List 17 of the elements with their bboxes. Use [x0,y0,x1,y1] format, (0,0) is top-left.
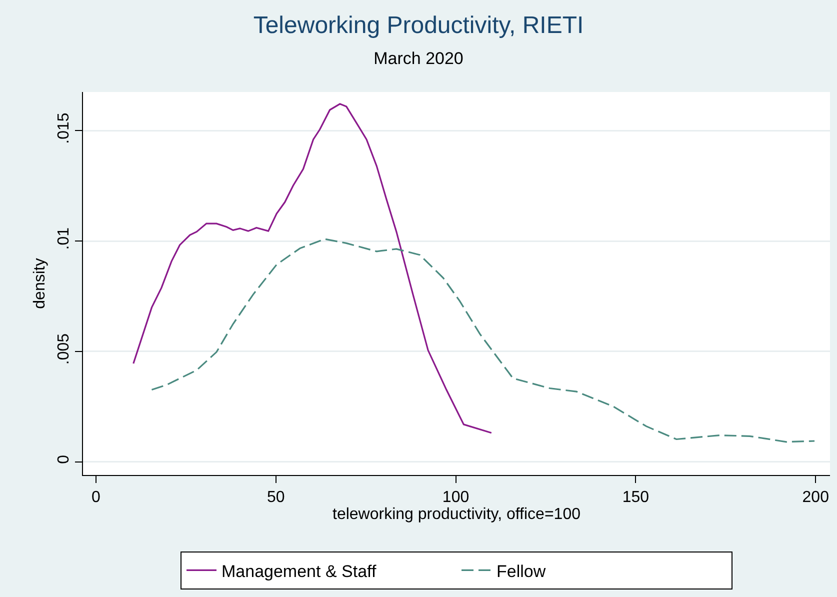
chart-title: Teleworking Productivity, RIETI [253,12,584,39]
y-tick-label: 0 [56,454,73,464]
x-tick-label: 0 [91,489,100,506]
y-tick-label: .01 [56,227,73,250]
x-tick-label: 150 [622,489,650,506]
y-tick-label: .015 [56,112,73,144]
line-series [150,238,816,443]
x-tick-label: 100 [442,489,470,506]
x-tick-label: 50 [266,489,285,506]
chart-subtitle: March 2020 [374,49,464,68]
y-axis-title: density [32,258,48,309]
legend-label: Management & Staff [222,562,376,581]
x-axis-title: teleworking productivity, office=100 [332,506,581,524]
y-tick-label: .005 [56,333,73,365]
x-tick-label: 200 [802,489,830,506]
legend-label: Fellow [496,562,546,581]
line-series [132,103,492,434]
